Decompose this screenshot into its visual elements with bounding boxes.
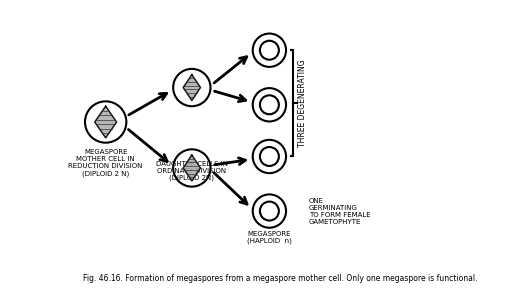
Circle shape xyxy=(253,194,286,228)
Polygon shape xyxy=(183,75,201,100)
Polygon shape xyxy=(94,106,117,138)
Text: DAUGHTER CELLS IN
ORDINARY DIVISION
(DIPLOID 2N): DAUGHTER CELLS IN ORDINARY DIVISION (DIP… xyxy=(156,161,228,181)
Polygon shape xyxy=(183,155,201,181)
Text: ONE
GERMINATING
TO FORM FEMALE
GAMETOPHYTE: ONE GERMINATING TO FORM FEMALE GAMETOPHY… xyxy=(309,197,371,224)
Text: Fig. 46.16. Formation of megaspores from a megaspore mother cell. Only one megas: Fig. 46.16. Formation of megaspores from… xyxy=(83,274,477,283)
Circle shape xyxy=(253,88,286,122)
Text: THREE DEGENERATING: THREE DEGENERATING xyxy=(298,59,307,147)
Text: MEGASPORE
MOTHER CELL IN
REDUCTION DIVISION
(DIPLOID 2 N): MEGASPORE MOTHER CELL IN REDUCTION DIVIS… xyxy=(68,149,143,177)
Circle shape xyxy=(253,140,286,173)
Circle shape xyxy=(253,34,286,67)
Text: MEGASPORE
(HAPLOID  n): MEGASPORE (HAPLOID n) xyxy=(247,231,292,244)
